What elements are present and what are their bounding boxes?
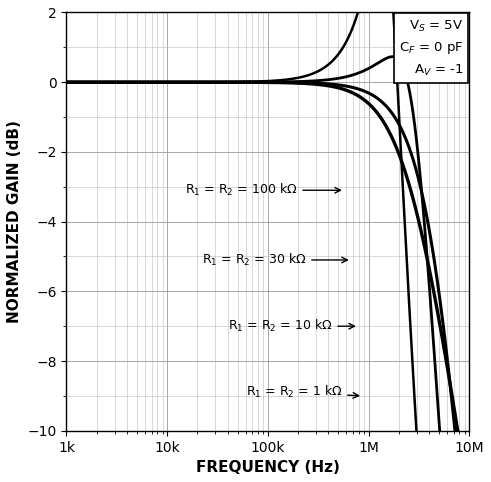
Text: R$_1$ = R$_2$ = 100 kΩ: R$_1$ = R$_2$ = 100 kΩ xyxy=(185,182,340,198)
Text: R$_1$ = R$_2$ = 30 kΩ: R$_1$ = R$_2$ = 30 kΩ xyxy=(202,252,347,268)
Text: R$_1$ = R$_2$ = 1 kΩ: R$_1$ = R$_2$ = 1 kΩ xyxy=(246,384,358,401)
X-axis label: FREQUENCY (Hz): FREQUENCY (Hz) xyxy=(196,460,340,475)
Text: R$_1$ = R$_2$ = 10 kΩ: R$_1$ = R$_2$ = 10 kΩ xyxy=(228,318,355,334)
Text: V$_S$ = 5V
C$_F$ = 0 pF
A$_V$ = -1: V$_S$ = 5V C$_F$ = 0 pF A$_V$ = -1 xyxy=(399,19,463,78)
Y-axis label: NORMALIZED GAIN (dB): NORMALIZED GAIN (dB) xyxy=(7,120,22,323)
